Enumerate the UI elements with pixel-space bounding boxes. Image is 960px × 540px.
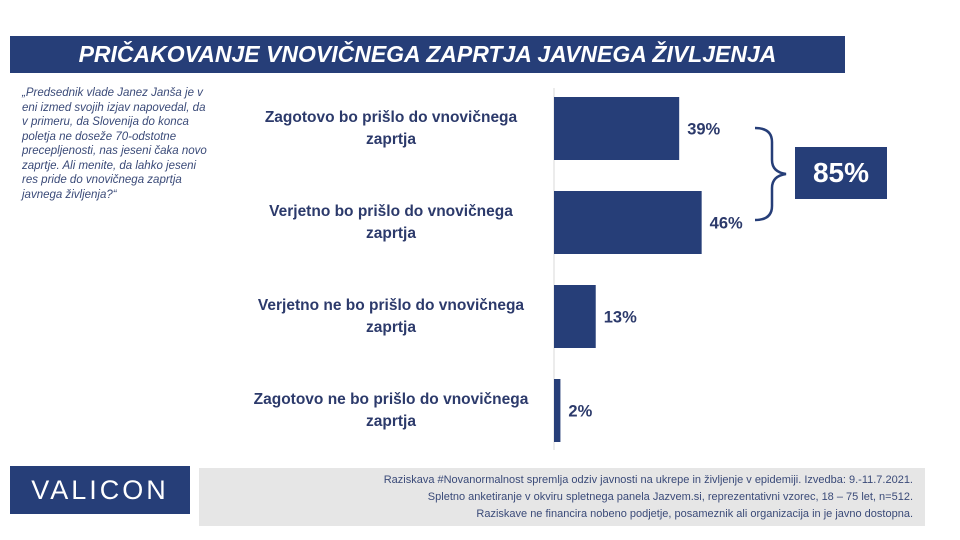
total-percent-badge: 85%	[795, 147, 887, 199]
valicon-logo: VALICON	[10, 466, 190, 514]
category-label-3: Verjetno ne bo prišlo do vnovičnega zapr…	[257, 296, 525, 336]
footer-line-1: Raziskava #Novanormalnost spremlja odziv…	[383, 474, 913, 486]
data-label-3: 13%	[604, 309, 637, 327]
category-label-4: Zagotovo ne bo prišlo do vnovičnega zapr…	[253, 390, 529, 430]
bar-1	[554, 97, 680, 160]
bar-4	[554, 379, 561, 442]
category-label-1: Zagotovo bo prišlo do vnovičnega zaprtja	[264, 108, 518, 148]
page-title: PRIČAKOVANJE VNOVIČNEGA ZAPRTJA JAVNEGA …	[10, 36, 845, 73]
data-label-4: 2%	[568, 403, 592, 421]
footer-line-3: Raziskave ne financira nobeno podjetje, …	[476, 508, 913, 520]
bar-3	[554, 285, 596, 348]
data-label-1: 39%	[687, 121, 720, 139]
category-label-2: Verjetno bo prišlo do vnovičnega zaprtja	[269, 202, 513, 242]
survey-question: „Predsednik vlade Janez Janša je v eni i…	[22, 87, 207, 201]
footer-note: Raziskava #Novanormalnost spremlja odziv…	[199, 468, 925, 526]
bar-2	[554, 191, 702, 254]
data-label-2: 46%	[710, 215, 743, 233]
total-bracket	[754, 126, 787, 222]
footer-line-2: Spletno anketiranje v okviru spletnega p…	[427, 491, 913, 503]
